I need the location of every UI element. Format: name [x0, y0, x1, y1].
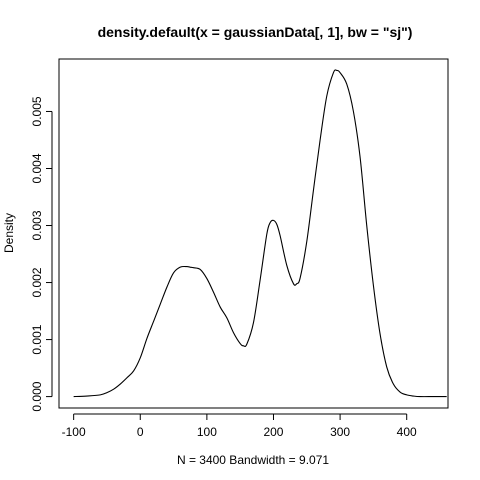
y-tick-label: 0.002 — [30, 267, 44, 297]
density-curve — [74, 70, 447, 397]
plot-title: density.default(x = gaussianData[, 1], b… — [98, 24, 413, 40]
x-tick-label: 200 — [263, 425, 283, 439]
x-axis-label: N = 3400 Bandwidth = 9.071 — [177, 453, 329, 467]
x-tick-label: 0 — [137, 425, 144, 439]
plot-frame — [59, 59, 448, 408]
y-tick-label: 0.004 — [30, 153, 44, 183]
x-tick-label: -100 — [62, 425, 86, 439]
x-axis: -100 0 100 200 300 400 — [62, 414, 417, 439]
y-axis: 0.000 0.001 0.002 0.003 0.004 0.005 — [30, 96, 52, 411]
y-tick-label: 0.003 — [30, 210, 44, 240]
y-axis-label: Density — [2, 213, 16, 253]
y-tick-label: 0.000 — [30, 381, 44, 411]
x-tick-label: 300 — [330, 425, 350, 439]
y-tick-label: 0.005 — [30, 96, 44, 126]
x-tick-label: 400 — [397, 425, 417, 439]
x-tick-label: 100 — [197, 425, 217, 439]
y-tick-label: 0.001 — [30, 324, 44, 354]
